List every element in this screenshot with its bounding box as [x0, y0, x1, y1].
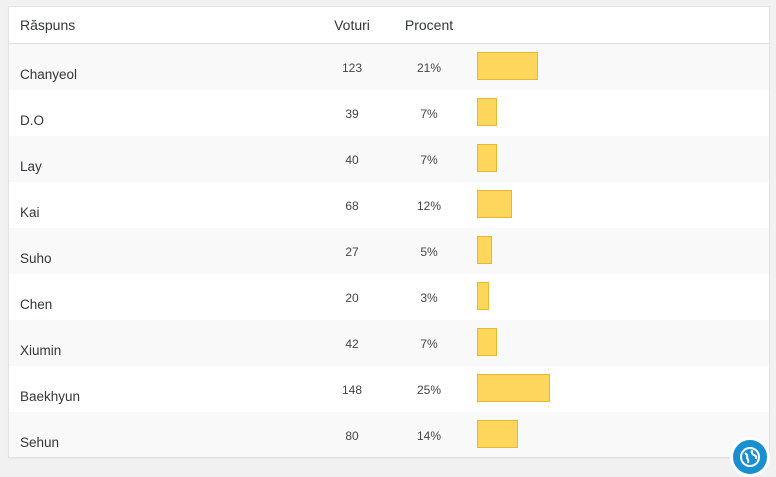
percent-value: 25% — [416, 383, 442, 397]
percent-bar — [477, 374, 550, 402]
table-row: Suho 27 5% — [9, 228, 769, 274]
votes-value: 123 — [341, 61, 363, 75]
table-row: Xiumin 42 7% — [9, 320, 769, 366]
answer-label: Chanyeol — [20, 67, 78, 82]
percent-bar — [477, 420, 518, 448]
header-votes: Voturi — [334, 17, 370, 33]
answer-label: Xiumin — [20, 343, 62, 358]
table-row: Baekhyun 148 25% — [9, 366, 769, 412]
votes-value: 27 — [345, 245, 359, 259]
poll-results-panel: Răspuns Voturi Procent Chanyeol 123 21% D.O… — [8, 6, 770, 458]
percent-value: 5% — [420, 245, 438, 259]
answer-label: Lay — [20, 159, 42, 174]
answer-label: Sehun — [20, 435, 60, 450]
table-row: Chanyeol 123 21% — [9, 44, 769, 90]
percent-value: 14% — [416, 429, 442, 443]
header-percent: Procent — [404, 17, 454, 33]
percent-value: 7% — [420, 337, 438, 351]
help-badge[interactable] — [730, 437, 770, 477]
votes-value: 68 — [345, 199, 359, 213]
votes-value: 148 — [341, 383, 363, 397]
percent-bar — [477, 52, 538, 80]
header-answer: Răspuns — [20, 17, 76, 33]
answer-label: Suho — [20, 251, 52, 266]
votes-value: 80 — [345, 429, 359, 443]
percent-bar — [477, 190, 512, 218]
answer-label: D.O — [20, 113, 45, 128]
percent-bar — [477, 282, 489, 310]
globe-icon — [740, 447, 760, 467]
votes-value: 42 — [345, 337, 359, 351]
percent-bar — [477, 236, 492, 264]
percent-value: 3% — [420, 291, 438, 305]
percent-value: 7% — [420, 153, 438, 167]
table-header: Răspuns Voturi Procent — [9, 7, 769, 44]
votes-value: 40 — [345, 153, 359, 167]
table-row: Chen 20 3% — [9, 274, 769, 320]
table-row: Lay 40 7% — [9, 136, 769, 182]
table-row: D.O 39 7% — [9, 90, 769, 136]
answer-label: Kai — [20, 205, 40, 220]
answer-label: Baekhyun — [20, 389, 81, 404]
answer-label: Chen — [20, 297, 53, 312]
percent-value: 7% — [420, 107, 438, 121]
percent-bar — [477, 328, 497, 356]
percent-value: 12% — [416, 199, 442, 213]
votes-value: 20 — [345, 291, 359, 305]
table-body: Chanyeol 123 21% D.O 39 7% Lay 40 7% Kai 68 12% Suho… — [9, 44, 769, 457]
percent-bar — [477, 98, 497, 126]
table-row: Sehun 80 14% — [9, 412, 769, 457]
table-row: Kai 68 12% — [9, 182, 769, 228]
percent-bar — [477, 144, 497, 172]
percent-value: 21% — [416, 61, 442, 75]
votes-value: 39 — [345, 107, 359, 121]
